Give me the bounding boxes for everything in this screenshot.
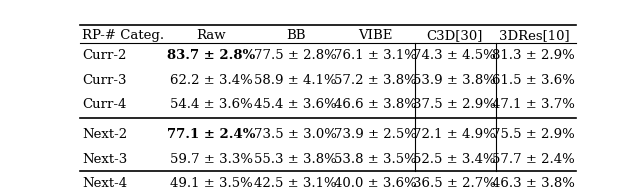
Text: 59.7 ± 3.3%: 59.7 ± 3.3%: [170, 153, 253, 166]
Text: 37.5 ± 2.9%: 37.5 ± 2.9%: [413, 98, 496, 111]
Text: 49.1 ± 3.5%: 49.1 ± 3.5%: [170, 177, 253, 190]
Text: 62.2 ± 3.4%: 62.2 ± 3.4%: [170, 74, 253, 87]
Text: Curr-3: Curr-3: [83, 74, 127, 87]
Text: 57.2 ± 3.8%: 57.2 ± 3.8%: [333, 74, 417, 87]
Text: VIBE: VIBE: [358, 29, 392, 42]
Text: Curr-2: Curr-2: [83, 49, 127, 62]
Text: Next-3: Next-3: [83, 153, 128, 166]
Text: 3DRes[10]: 3DRes[10]: [499, 29, 569, 42]
Text: BB: BB: [286, 29, 305, 42]
Text: 75.5 ± 2.9%: 75.5 ± 2.9%: [492, 128, 575, 141]
Text: 81.3 ± 2.9%: 81.3 ± 2.9%: [492, 49, 575, 62]
Text: Curr-4: Curr-4: [83, 98, 127, 111]
Text: 72.1 ± 4.9%: 72.1 ± 4.9%: [413, 128, 496, 141]
Text: 45.4 ± 3.6%: 45.4 ± 3.6%: [254, 98, 337, 111]
Text: Next-4: Next-4: [83, 177, 127, 190]
Text: 53.8 ± 3.5%: 53.8 ± 3.5%: [333, 153, 417, 166]
Text: 52.5 ± 3.4%: 52.5 ± 3.4%: [413, 153, 496, 166]
Text: 57.7 ± 2.4%: 57.7 ± 2.4%: [492, 153, 575, 166]
Text: 40.0 ± 3.6%: 40.0 ± 3.6%: [333, 177, 417, 190]
Text: 77.1 ± 2.4%: 77.1 ± 2.4%: [167, 128, 256, 141]
Text: 58.9 ± 4.1%: 58.9 ± 4.1%: [255, 74, 337, 87]
Text: 53.9 ± 3.8%: 53.9 ± 3.8%: [413, 74, 496, 87]
Text: C3D[30]: C3D[30]: [426, 29, 483, 42]
Text: 76.1 ± 3.1%: 76.1 ± 3.1%: [333, 49, 417, 62]
Text: 74.3 ± 4.5%: 74.3 ± 4.5%: [413, 49, 496, 62]
Text: 77.5 ± 2.8%: 77.5 ± 2.8%: [254, 49, 337, 62]
Text: RP-# Categ.: RP-# Categ.: [83, 29, 164, 42]
Text: 47.1 ± 3.7%: 47.1 ± 3.7%: [492, 98, 575, 111]
Text: 46.6 ± 3.8%: 46.6 ± 3.8%: [333, 98, 417, 111]
Text: 73.5 ± 3.0%: 73.5 ± 3.0%: [254, 128, 337, 141]
Text: 83.7 ± 2.8%: 83.7 ± 2.8%: [167, 49, 255, 62]
Text: 54.4 ± 3.6%: 54.4 ± 3.6%: [170, 98, 253, 111]
Text: 42.5 ± 3.1%: 42.5 ± 3.1%: [255, 177, 337, 190]
Text: Raw: Raw: [196, 29, 227, 42]
Text: 61.5 ± 3.6%: 61.5 ± 3.6%: [492, 74, 575, 87]
Text: 36.5 ± 2.7%: 36.5 ± 2.7%: [413, 177, 496, 190]
Text: 55.3 ± 3.8%: 55.3 ± 3.8%: [254, 153, 337, 166]
Text: Next-2: Next-2: [83, 128, 127, 141]
Text: 73.9 ± 2.5%: 73.9 ± 2.5%: [333, 128, 417, 141]
Text: 46.3 ± 3.8%: 46.3 ± 3.8%: [492, 177, 575, 190]
